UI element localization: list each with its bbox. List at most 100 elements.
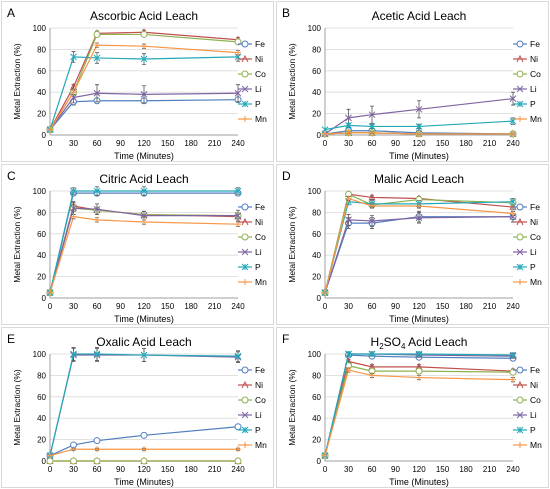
legend-marker [516,411,524,419]
chart-panel-f: F H2SO4 Acid Leach 0 20 40 60 80 100 0 30 60 90 120 1… [276,327,549,488]
legend-item: Mn [238,440,267,450]
series-mn [322,367,516,459]
legend-item: Fe [513,39,540,49]
x-tick-label: 180 [459,139,473,148]
x-tick-label: 240 [506,465,520,474]
data-point [368,362,376,371]
legend-label: P [530,262,536,272]
legend-item: P [238,262,261,272]
y-axis-label: Metal Extraction (%) [12,206,22,283]
x-tick-label: 60 [368,139,377,148]
legend-item: P [513,262,536,272]
legend-marker [241,426,249,434]
legend-label: Co [255,395,266,405]
x-tick-label: 240 [231,302,245,311]
legend-label: Mn [255,440,267,450]
y-tick-label: 60 [312,67,321,76]
legend-label: Li [255,84,262,94]
legend-label: P [255,99,261,109]
legend-label: Co [255,232,266,242]
y-tick-label: 40 [37,414,46,423]
legend-item: Co [238,395,266,405]
x-tick-label: 30 [69,139,78,148]
legend-marker [241,100,249,108]
data-point [93,205,101,213]
y-tick-label: 100 [33,350,47,359]
series-p [321,117,517,134]
legend-item: Li [238,410,262,420]
legend-label: Co [255,69,266,79]
data-point [345,216,352,224]
chart-title: Acetic Acid Leach [372,9,467,23]
legend-marker [241,54,249,63]
data-point [93,187,101,195]
x-axis-label: Time (Minutes) [114,314,174,324]
data-point [94,446,100,453]
x-tick-label: 210 [483,139,497,148]
x-tick-label: 30 [69,302,78,311]
x-tick-label: 150 [161,139,175,148]
legend: Fe Ni Co Li P Mn [238,365,267,450]
data-point [47,126,53,133]
legend-item: Co [238,69,266,79]
y-tick-label: 60 [37,230,46,239]
chart-title: Malic Acid Leach [374,172,464,186]
y-tick-label: 60 [37,393,46,402]
legend-item: Co [513,232,541,242]
data-point [47,289,53,296]
data-point [70,457,77,465]
data-point [93,89,101,97]
legend-label: Ni [255,380,263,390]
legend: Fe Ni Co Li P Mn [238,39,267,124]
legend-label: Fe [530,202,540,212]
y-tick-label: 60 [312,230,321,239]
legend-marker [242,279,248,285]
x-tick-label: 60 [93,465,102,474]
data-point [70,53,77,61]
legend-marker [516,217,524,226]
series-mn [47,42,241,133]
legend-label: P [530,425,536,435]
y-tick-label: 40 [37,88,46,97]
data-point [140,55,148,63]
data-point [141,219,147,226]
y-tick-label: 80 [312,208,321,217]
data-point [345,195,352,202]
legend-label: Mn [530,440,542,450]
legend-marker [242,116,248,122]
data-point [234,187,242,195]
x-tick-label: 180 [459,465,473,474]
x-tick-label: 0 [323,139,328,148]
legend-label: Ni [255,217,263,227]
data-point [140,212,148,219]
legend-marker [241,40,249,48]
data-point [415,362,423,371]
data-point [140,351,148,359]
legend-item: Ni [238,380,263,390]
y-tick-label: 0 [42,457,47,466]
x-tick-label: 0 [48,302,53,311]
data-point [509,198,517,206]
data-point [93,437,101,445]
data-point [140,90,148,98]
legend-item: Ni [513,54,538,64]
legend-marker [517,442,523,448]
data-point [509,213,517,221]
x-tick-label: 90 [116,139,125,148]
data-point [345,350,352,358]
y-tick-label: 20 [312,110,321,119]
data-point [234,352,242,360]
chart-title: H2SO4 Acid Leach [371,335,468,351]
x-tick-label: 90 [116,302,125,311]
data-point [509,351,517,359]
x-tick-label: 60 [93,302,102,311]
legend-item: Ni [513,217,538,227]
x-axis-label: Time (Minutes) [389,151,449,161]
data-point [415,123,423,130]
data-point [415,214,423,222]
legend-marker [516,263,524,271]
panel-letter: A [7,6,15,20]
legend-item: Co [238,232,266,242]
legend-marker [516,248,524,256]
